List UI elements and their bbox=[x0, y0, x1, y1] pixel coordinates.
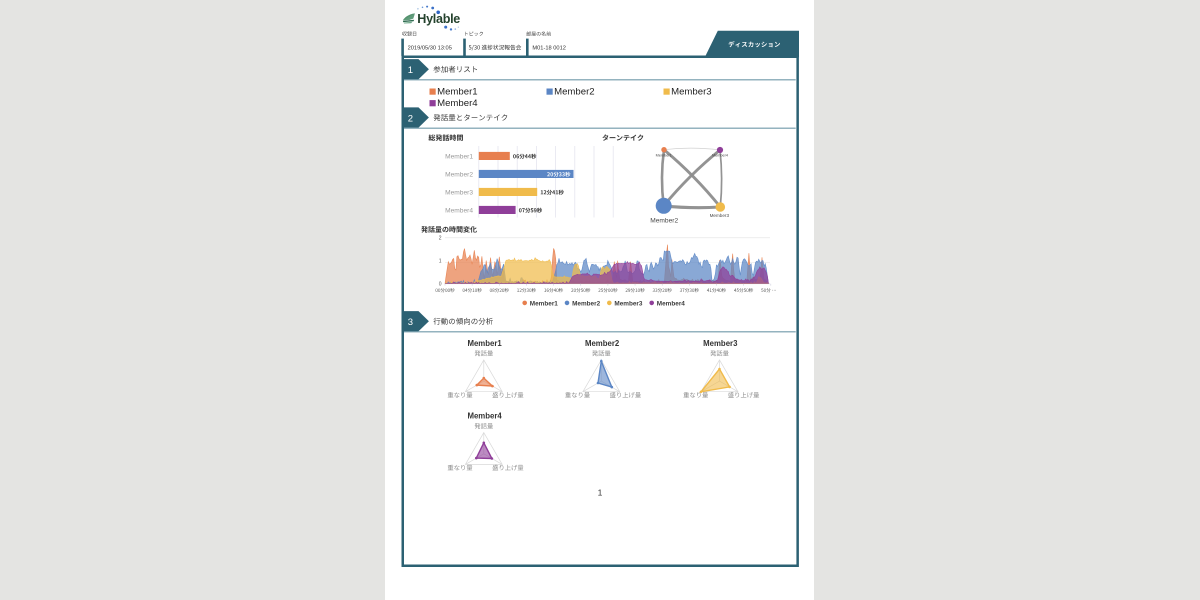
svg-text:Member1: Member1 bbox=[437, 86, 478, 97]
svg-text:Member2: Member2 bbox=[572, 300, 601, 307]
svg-text:M01-18 0012: M01-18 0012 bbox=[532, 46, 566, 52]
svg-text:2: 2 bbox=[408, 113, 413, 124]
svg-text:0: 0 bbox=[439, 282, 442, 288]
svg-text:Member1: Member1 bbox=[530, 300, 559, 307]
svg-text:Member3: Member3 bbox=[671, 86, 712, 97]
svg-text:Member4: Member4 bbox=[657, 300, 686, 307]
svg-text:Member2: Member2 bbox=[445, 172, 473, 179]
svg-text:Member4: Member4 bbox=[445, 208, 473, 215]
svg-text:Member1: Member1 bbox=[656, 154, 672, 158]
svg-text:1: 1 bbox=[598, 487, 603, 497]
svg-text:Member3: Member3 bbox=[703, 339, 738, 348]
svg-text:Member4: Member4 bbox=[437, 98, 478, 109]
svg-text:2: 2 bbox=[439, 235, 442, 241]
svg-text:1: 1 bbox=[439, 258, 442, 264]
svg-text:2019/05/30 13:05: 2019/05/30 13:05 bbox=[408, 46, 452, 52]
svg-text:Member4: Member4 bbox=[712, 154, 728, 158]
svg-text:Member2: Member2 bbox=[585, 339, 620, 348]
svg-text:Hylable: Hylable bbox=[417, 12, 460, 26]
svg-text:Member4: Member4 bbox=[467, 412, 502, 421]
svg-text:3: 3 bbox=[408, 317, 413, 328]
svg-text:Member2: Member2 bbox=[554, 86, 595, 97]
svg-text:Member1: Member1 bbox=[467, 339, 502, 348]
svg-text:Member2: Member2 bbox=[650, 217, 678, 224]
svg-text:1: 1 bbox=[408, 65, 413, 76]
svg-text:Member3: Member3 bbox=[614, 300, 643, 307]
svg-text:Member1: Member1 bbox=[445, 154, 473, 161]
svg-text:Member3: Member3 bbox=[710, 213, 730, 218]
svg-text:Member3: Member3 bbox=[445, 190, 473, 197]
